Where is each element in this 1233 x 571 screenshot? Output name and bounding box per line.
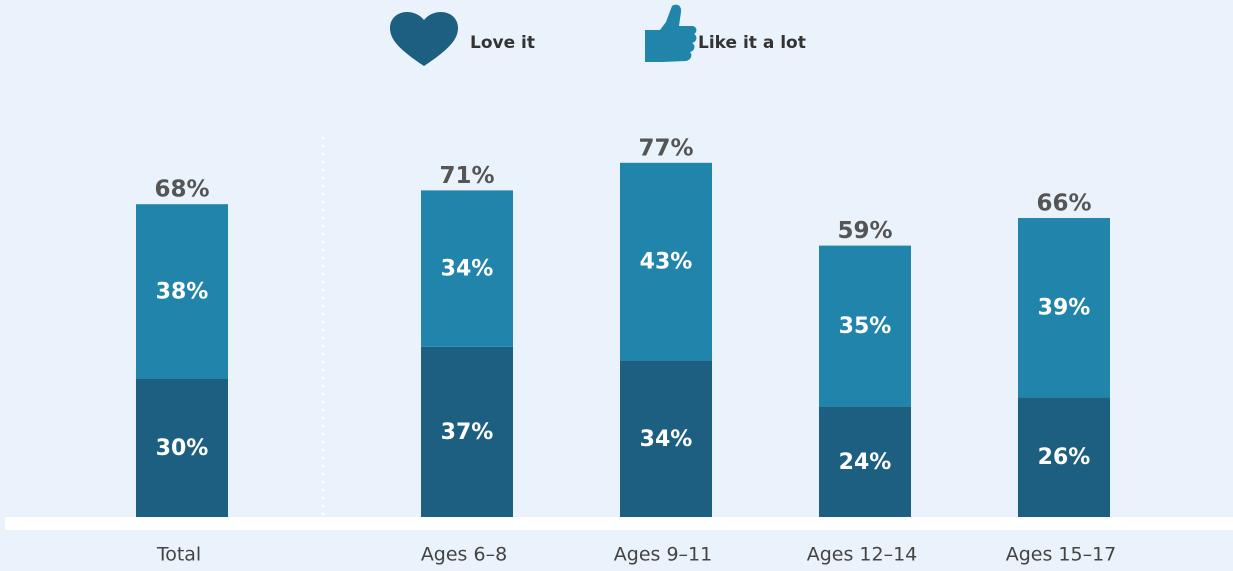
total-label: 66% [1036, 191, 1091, 217]
segment-label: 34% [640, 427, 693, 452]
legend-label: Like it a lot [698, 33, 806, 53]
bar-segment [136, 379, 228, 517]
segment-label: 37% [441, 420, 494, 445]
segment-label: 39% [1038, 296, 1091, 321]
x-tick-label: Ages 12–14 [807, 544, 918, 566]
bar-segment [1018, 218, 1110, 398]
bar-segment [819, 245, 911, 407]
bar-segment [1018, 397, 1110, 517]
segment-label: 34% [441, 257, 494, 282]
bar-segment [620, 360, 712, 517]
x-tick-label: Ages 9–11 [614, 544, 712, 566]
segment-label: 30% [156, 436, 209, 461]
segment-label: 38% [156, 280, 209, 305]
total-label: 77% [638, 135, 693, 161]
x-tick-label: Total [156, 544, 201, 566]
segment-label: 35% [839, 314, 892, 339]
x-tick-label: Ages 15–17 [1006, 544, 1117, 566]
segment-label: 26% [1038, 445, 1091, 470]
legend-heart-icon [390, 12, 458, 66]
bar-segment [136, 204, 228, 379]
bar-segment [421, 190, 513, 347]
total-label: 68% [154, 177, 209, 203]
x-tick-label: Ages 6–8 [421, 544, 507, 566]
bar-segment [620, 162, 712, 361]
bar-segment [819, 406, 911, 517]
total-label: 59% [837, 218, 892, 244]
baseline-band [5, 517, 1233, 530]
segment-label: 43% [640, 250, 693, 275]
legend-label: Love it [470, 33, 535, 53]
legend-thumb-icon [645, 4, 697, 62]
bar-segment [421, 346, 513, 517]
segment-label: 24% [839, 450, 892, 475]
total-label: 71% [439, 163, 494, 189]
